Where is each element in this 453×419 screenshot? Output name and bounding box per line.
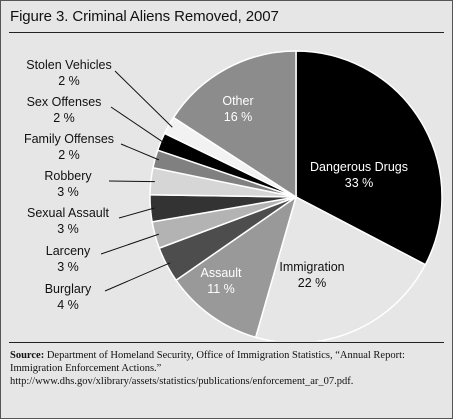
label-name-sexual-assault: Sexual Assault [27,206,110,220]
label-value-larceny: 3 % [57,260,79,274]
leader-sex-offenses [110,106,165,144]
leader-robbery [108,180,155,183]
pie-chart: Dangerous Drugs 33 % Immigration 22 % Assaul… [24,50,443,341]
title-divider [9,32,444,33]
label-sex-offenses: Sex Offenses 2 % [27,95,102,125]
pie-slices [149,50,443,341]
label-name-family-offenses: Family Offenses [24,132,114,146]
label-value-family-offenses: 2 % [58,148,80,162]
label-name-other: Other [222,94,253,108]
label-name-stolen-vehicles: Stolen Vehicles [26,58,111,72]
label-name-assault: Assault [201,266,243,280]
label-value-other: 16 % [224,110,253,124]
label-name-robbery: Robbery [44,169,92,183]
source-text: Department of Homeland Security, Office … [10,350,405,387]
label-sexual-assault: Sexual Assault 3 % [27,206,110,236]
label-name-immigration: Immigration [279,260,344,274]
label-name-burglary: Burglary [45,282,92,296]
label-value-burglary: 4 % [57,298,79,312]
leader-family-offenses [120,143,160,161]
label-family-offenses: Family Offenses 2 % [24,132,114,162]
slice-labels: Dangerous Drugs 33 % Immigration 22 % Assaul… [24,58,408,312]
slice-immigration [254,195,427,341]
label-value-stolen-vehicles: 2 % [58,74,80,88]
label-value-dangerous-drugs: 33 % [345,176,374,190]
source-divider [9,342,444,343]
label-value-sex-offenses: 2 % [53,111,75,125]
chart-title: Figure 3. Criminal Aliens Removed, 2007 [10,8,279,25]
slice-assault [174,195,298,339]
label-other: Other 16 % [222,94,253,124]
label-name-larceny: Larceny [46,244,91,258]
label-robbery: Robbery 3 % [44,169,92,199]
label-larceny: Larceny 3 % [46,244,91,274]
label-name-sex-offenses: Sex Offenses [27,95,102,109]
label-burglary: Burglary 4 % [45,282,92,312]
label-value-robbery: 3 % [57,185,79,199]
label-immigration: Immigration 22 % [279,260,344,290]
label-value-assault: 11 % [207,282,235,296]
source-note: Source: Department of Homeland Security,… [10,349,442,388]
leader-sexual-assault [118,207,155,219]
label-dangerous-drugs: Dangerous Drugs 33 % [310,160,408,190]
slice-other [172,50,297,199]
label-assault: Assault 11 % [201,266,243,296]
label-name-dangerous-drugs: Dangerous Drugs [310,160,408,174]
leader-stolen-vehicles [114,70,173,128]
leader-lines [100,70,173,292]
slice-dangerous-drugs [295,50,443,266]
label-stolen-vehicles: Stolen Vehicles 2 % [26,58,111,88]
label-value-immigration: 22 % [298,276,327,290]
source-label: Source: [10,350,45,361]
label-value-sexual-assault: 3 % [57,222,79,236]
leader-larceny [100,233,160,255]
leader-burglary [104,262,171,292]
